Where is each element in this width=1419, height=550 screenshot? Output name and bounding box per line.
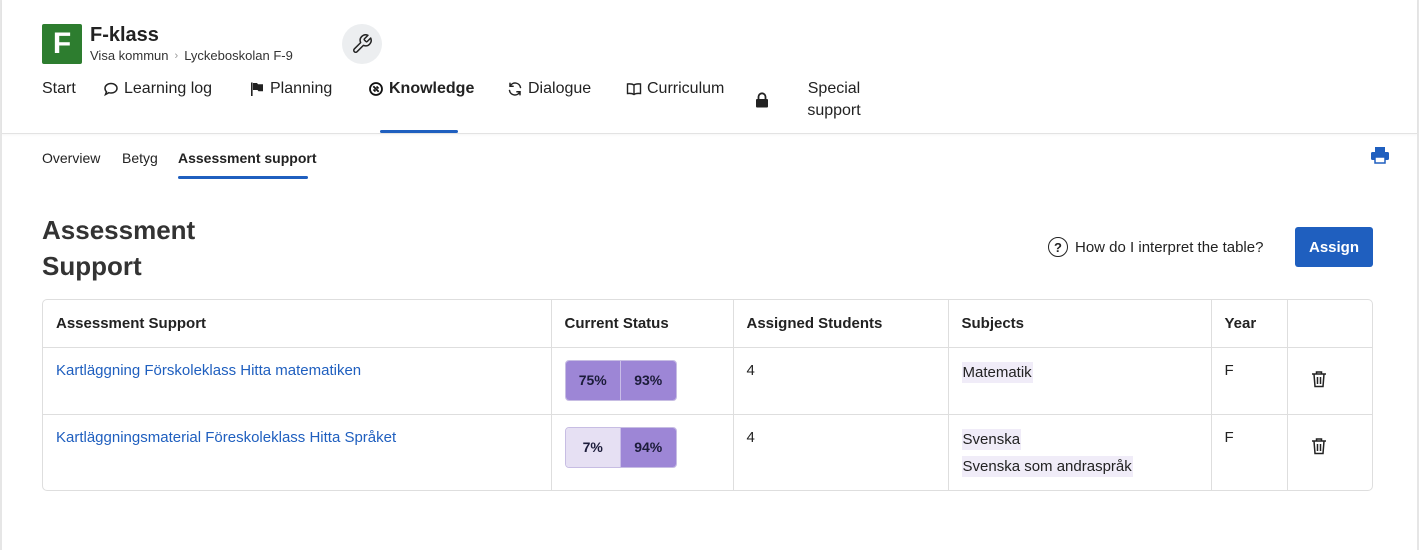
assessment-link[interactable]: Kartläggningsmaterial Föreskoleklass Hit… (56, 428, 397, 446)
breadcrumb-municipality[interactable]: Visa kommun (90, 48, 169, 63)
assessment-link[interactable]: Kartläggning Förskoleklass Hitta matemat… (56, 361, 362, 379)
status-divider (620, 427, 621, 467)
class-title: F-klass (90, 24, 159, 46)
trash-icon (1311, 437, 1326, 454)
status-bar[interactable]: 7% 94% (564, 426, 677, 468)
trash-icon (1311, 370, 1326, 387)
book-icon (626, 78, 642, 100)
question-mark-icon: ? (1048, 237, 1068, 257)
assigned-students-count: 4 (746, 428, 755, 446)
assigned-students-count: 4 (746, 361, 755, 379)
delete-button[interactable] (1311, 370, 1373, 392)
column-header-assigned-students[interactable]: Assigned Students (733, 300, 949, 348)
nav-label: Special support (807, 80, 861, 119)
breadcrumb-school[interactable]: Lyckeboskolan F-9 (184, 48, 293, 63)
year-value: F (1224, 428, 1234, 446)
left-frame-border (0, 0, 2, 550)
assign-button[interactable]: Assign (1295, 227, 1373, 267)
wrench-icon (353, 34, 372, 53)
nav-label: Knowledge (389, 80, 475, 97)
nav-curriculum[interactable]: Curriculum (626, 78, 724, 100)
active-subtab-indicator (178, 176, 308, 179)
column-header-assessment-support[interactable]: Assessment Support (43, 300, 552, 348)
chevron-right-icon: › (174, 49, 179, 62)
nav-label: Learning log (124, 80, 213, 97)
printer-icon (1371, 147, 1389, 164)
status-segment: 7% (565, 427, 620, 467)
main-navigation: Start Learning log Planning Knowledge Di… (2, 76, 1417, 134)
nav-start[interactable]: Start (42, 78, 76, 100)
table-header-row: Assessment Support Current Status Assign… (43, 300, 1372, 348)
status-bar[interactable]: 75% 93% (564, 359, 677, 401)
nav-knowledge[interactable]: Knowledge (368, 78, 474, 100)
status-segment: 94% (621, 427, 676, 467)
table-row: Kartläggning Förskoleklass Hitta matemat… (43, 347, 1373, 415)
column-header-year[interactable]: Year (1211, 300, 1288, 348)
status-segment: 75% (565, 360, 620, 400)
status-segment: 93% (621, 360, 676, 400)
speech-bubble-icon (103, 78, 119, 100)
help-label: How do I interpret the table? (1075, 238, 1264, 256)
lock-icon (754, 89, 770, 111)
year-value: F (1224, 361, 1234, 379)
nav-dialogue[interactable]: Dialogue (507, 78, 591, 100)
nav-label: Start (42, 80, 76, 97)
nav-special-support[interactable]: Special support (754, 78, 869, 122)
nav-label: Curriculum (647, 80, 725, 97)
active-tab-indicator (380, 130, 458, 133)
settings-wrench-button[interactable] (342, 24, 382, 64)
page-title: Assessment Support (42, 215, 196, 281)
subject-tag: Matematik (961, 361, 1033, 383)
table-row: Kartläggningsmaterial Föreskoleklass Hit… (43, 414, 1373, 490)
header: F F-klass Visa kommun › Lyckeboskolan F-… (2, 0, 1417, 134)
assessment-table: Assessment Support Current Status Assign… (42, 299, 1373, 491)
status-divider (620, 360, 621, 400)
column-header-actions (1287, 300, 1372, 348)
subject-tag: Svenska (961, 428, 1022, 450)
subtab-overview[interactable]: Overview (42, 150, 101, 166)
nav-planning[interactable]: Planning (249, 78, 332, 100)
flag-icon (249, 78, 265, 100)
breadcrumb: Visa kommun › Lyckeboskolan F-9 (90, 48, 293, 63)
knowledge-icon (368, 78, 384, 100)
subtab-assessment-support[interactable]: Assessment support (178, 150, 317, 166)
delete-button[interactable] (1311, 437, 1373, 459)
print-button[interactable] (1370, 145, 1390, 165)
nav-label: Planning (270, 80, 333, 97)
column-header-current-status[interactable]: Current Status (551, 300, 734, 348)
column-header-subjects[interactable]: Subjects (948, 300, 1212, 348)
class-logo: F (42, 24, 82, 64)
subject-tag: Svenska som andraspråk (961, 455, 1133, 477)
subtab-betyg[interactable]: Betyg (122, 150, 158, 166)
help-link[interactable]: ? How do I interpret the table? (1048, 237, 1263, 257)
nav-learning-log[interactable]: Learning log (103, 78, 212, 100)
refresh-icon (507, 78, 523, 100)
nav-label: Dialogue (528, 80, 592, 97)
right-frame-border (1417, 0, 1419, 550)
